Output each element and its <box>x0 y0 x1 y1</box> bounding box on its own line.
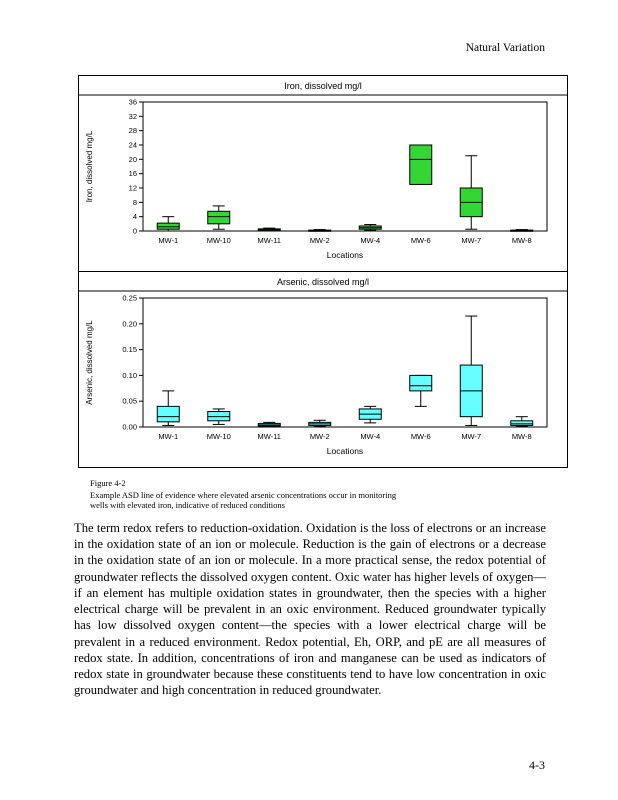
svg-text:MW-6: MW-6 <box>411 432 431 441</box>
arsenic-chart-panel: Arsenic, dissolved mg/l 0.00 0.05 0.10 0.15 0… <box>79 271 567 467</box>
svg-text:MW-1: MW-1 <box>158 432 178 441</box>
svg-text:Locations: Locations <box>327 250 363 260</box>
svg-text:MW-8: MW-8 <box>512 236 532 245</box>
arsenic-boxplot-chart: Arsenic, dissolved mg/l 0.00 0.05 0.10 0.15 0… <box>79 277 567 456</box>
iron-chart-panel: Iron, dissolved mg/l 0 4 8 12 16 20 24 28 32 36 MW-… <box>79 76 567 271</box>
svg-text:0.15: 0.15 <box>122 345 137 354</box>
svg-text:MW-2: MW-2 <box>310 236 330 245</box>
svg-text:MW-7: MW-7 <box>461 432 481 441</box>
svg-text:Arsenic, dissolved mg/l: Arsenic, dissolved mg/l <box>277 277 369 287</box>
svg-text:MW-4: MW-4 <box>360 432 380 441</box>
figure-caption-line1: Example ASD line of evidence where eleva… <box>90 489 397 500</box>
svg-text:16: 16 <box>129 169 137 178</box>
svg-text:MW-8: MW-8 <box>512 432 532 441</box>
svg-text:28: 28 <box>129 126 137 135</box>
svg-text:MW-2: MW-2 <box>310 432 330 441</box>
svg-text:0.20: 0.20 <box>122 319 137 328</box>
svg-text:Iron, dissolved mg/l: Iron, dissolved mg/l <box>284 81 362 91</box>
figure-caption-label: Figure 4-2 <box>90 478 126 488</box>
svg-text:MW-11: MW-11 <box>258 236 281 245</box>
svg-text:MW-7: MW-7 <box>461 236 481 245</box>
page-number: 4-3 <box>529 758 545 772</box>
figure-caption: Figure 4-2 Example ASD line of evidence … <box>90 478 530 511</box>
svg-text:MW-10: MW-10 <box>207 236 231 245</box>
figure-caption-line2: wells with elevated iron, indicative of … <box>90 500 285 511</box>
svg-text:MW-6: MW-6 <box>411 236 431 245</box>
figure-box: Iron, dissolved mg/l 0 4 8 12 16 20 24 28 32 36 MW-… <box>78 75 568 468</box>
svg-text:32: 32 <box>129 112 137 121</box>
running-header: Natural Variation <box>465 42 545 54</box>
body-paragraph: The term redox refers to reduction-oxida… <box>74 521 546 698</box>
svg-text:Iron, dissolved mg/L: Iron, dissolved mg/L <box>85 130 94 202</box>
svg-text:MW-10: MW-10 <box>207 432 231 441</box>
svg-text:0: 0 <box>133 227 137 236</box>
svg-text:20: 20 <box>129 155 137 164</box>
svg-text:4: 4 <box>133 212 137 221</box>
svg-text:Arsenic, dissolved mg/L: Arsenic, dissolved mg/L <box>85 320 94 405</box>
iron-boxplot-chart: Iron, dissolved mg/l 0 4 8 12 16 20 24 28 32 36 MW-… <box>79 81 567 260</box>
svg-text:12: 12 <box>129 184 137 193</box>
svg-text:MW-4: MW-4 <box>360 236 380 245</box>
svg-text:8: 8 <box>133 198 137 207</box>
svg-text:0.10: 0.10 <box>122 371 137 380</box>
svg-text:MW-11: MW-11 <box>258 432 281 441</box>
svg-text:0.25: 0.25 <box>122 294 137 303</box>
svg-text:36: 36 <box>129 98 137 107</box>
svg-text:Locations: Locations <box>327 446 363 456</box>
svg-text:24: 24 <box>129 141 137 150</box>
svg-text:0.00: 0.00 <box>122 423 137 432</box>
svg-text:0.05: 0.05 <box>122 397 137 406</box>
svg-text:MW-1: MW-1 <box>158 236 178 245</box>
